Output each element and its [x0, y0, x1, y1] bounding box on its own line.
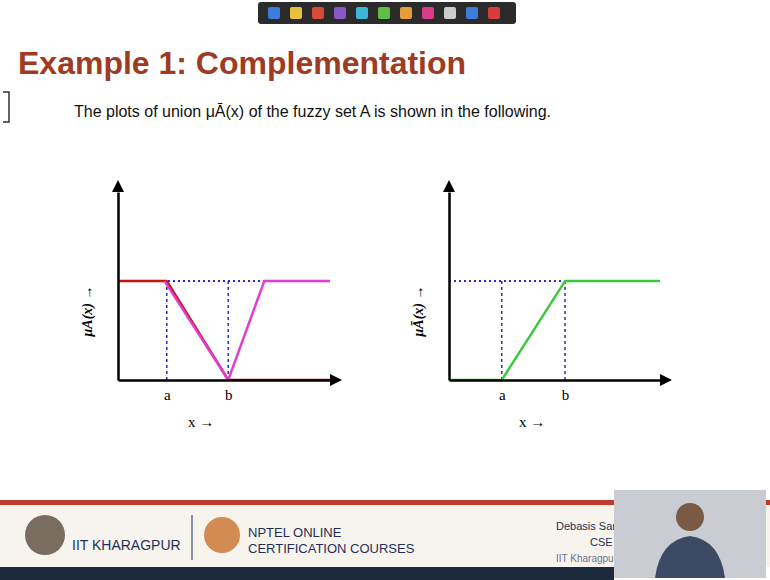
speaker-body [655, 536, 725, 578]
y-axis-line [117, 193, 120, 381]
x-axis-line [450, 379, 661, 382]
x-tick: a [164, 380, 171, 403]
chart: abx →μĀ(x) → [411, 180, 672, 430]
toolbar-icon [290, 7, 302, 19]
speaker-video [614, 490, 766, 578]
series-line [118, 281, 330, 380]
footer-presenter-institute: IIT Kharagpur [556, 553, 618, 564]
axis-arrow [660, 374, 672, 386]
guide-line [564, 281, 566, 380]
toolbar-icon [268, 7, 280, 19]
plot-area [449, 281, 660, 380]
x-axis-line [119, 379, 331, 382]
toolbar-icon [378, 7, 390, 19]
y-axis [118, 193, 119, 381]
x-axis: ab [119, 380, 331, 403]
toolbar-icon [466, 7, 478, 19]
guide-line [166, 281, 168, 380]
background [0, 0, 770, 580]
toolbar-icon [356, 7, 368, 19]
y-axis [449, 193, 450, 381]
footer-institute: IIT KHARAGPUR [72, 537, 181, 553]
toolbar-icon [444, 7, 456, 19]
logo [25, 515, 65, 555]
x-tick-label: b [562, 387, 570, 403]
guide-line [501, 281, 503, 380]
slide-title: Example 1: Complementation [18, 45, 466, 81]
slide-text: The plots of union μĀ(x) of the fuzzy se… [74, 103, 551, 120]
footer-course: NPTEL ONLINECERTIFICATION COURSES [248, 525, 415, 556]
x-tick-label: a [164, 387, 171, 403]
chart: abx →μA(x) → [80, 180, 342, 430]
y-axis-title: μA(x) → [80, 286, 96, 338]
x-axis-title: x → [519, 414, 545, 430]
x-axis: ab [450, 380, 661, 403]
y-axis-line [448, 193, 451, 381]
toolbar-icon [422, 7, 434, 19]
slide: Example 1: Complementation The plots of u… [0, 0, 770, 580]
x-tick: b [562, 380, 570, 403]
axis-arrow [443, 180, 455, 192]
speaker-head [676, 503, 704, 531]
edge-marker [3, 92, 9, 122]
footer-department: CSE [590, 536, 613, 548]
logo [204, 517, 240, 553]
y-axis-title: μĀ(x) → [411, 286, 427, 338]
plot-area [118, 281, 330, 380]
taskbar [0, 567, 614, 580]
x-tick-label: b [225, 387, 233, 403]
axis-arrow [112, 180, 124, 192]
axis-arrow [330, 374, 342, 386]
x-tick: a [499, 380, 506, 403]
toolbar-icon [488, 7, 500, 19]
guide-line [227, 281, 229, 380]
toolbar-icon [400, 7, 412, 19]
x-tick-label: a [499, 387, 506, 403]
toolbar [258, 2, 516, 24]
x-tick: b [225, 380, 233, 403]
series-line [449, 281, 660, 380]
footer-divider [192, 515, 193, 560]
x-axis-title: x → [188, 414, 214, 430]
series-line [165, 281, 330, 380]
toolbar-icon [312, 7, 324, 19]
toolbar-icon [334, 7, 346, 19]
